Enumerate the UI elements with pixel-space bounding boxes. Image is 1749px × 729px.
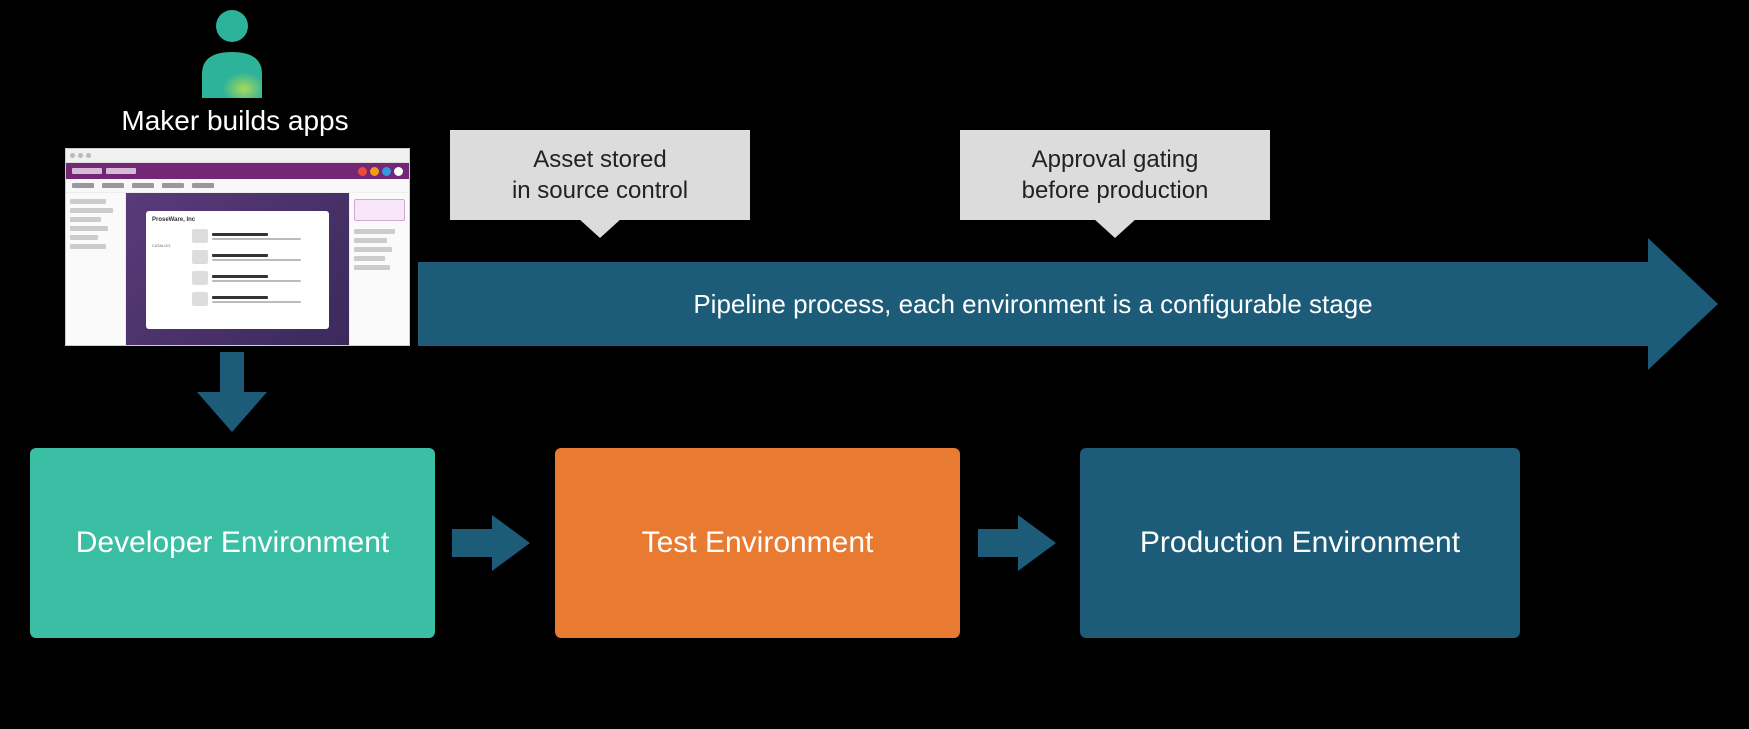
pipeline-arrow: Pipeline process, each environment is a … — [418, 262, 1718, 346]
callout-line1: Approval gating — [984, 144, 1246, 175]
mock-app-header — [66, 163, 409, 179]
mock-canvas: ProseWare, Inc CATALOG — [126, 193, 349, 346]
flow-arrow-1 — [452, 515, 530, 571]
env-test: Test Environment — [555, 448, 960, 638]
mock-browser-bar — [66, 149, 409, 163]
env-developer: Developer Environment — [30, 448, 435, 638]
env-production: Production Environment — [1080, 448, 1520, 638]
mock-list — [192, 227, 323, 319]
callout-line1: Asset stored — [474, 144, 726, 175]
flow-arrow-2 — [978, 515, 1056, 571]
pipeline-text: Pipeline process, each environment is a … — [693, 289, 1372, 320]
maker-label: Maker builds apps — [95, 105, 375, 137]
down-arrow — [197, 352, 267, 432]
callout-approval-gating: Approval gatingbefore production — [960, 130, 1270, 220]
mock-card-title: ProseWare, Inc — [152, 217, 323, 223]
app-screenshot: ProseWare, Inc CATALOG — [65, 148, 410, 346]
callout-line2: before production — [984, 175, 1246, 206]
person-icon — [192, 8, 272, 98]
mock-properties-panel — [349, 193, 409, 346]
callout-source-control: Asset storedin source control — [450, 130, 750, 220]
mock-toolbar — [66, 179, 409, 193]
mock-tree-panel — [66, 193, 126, 346]
callout-line2: in source control — [474, 175, 726, 206]
